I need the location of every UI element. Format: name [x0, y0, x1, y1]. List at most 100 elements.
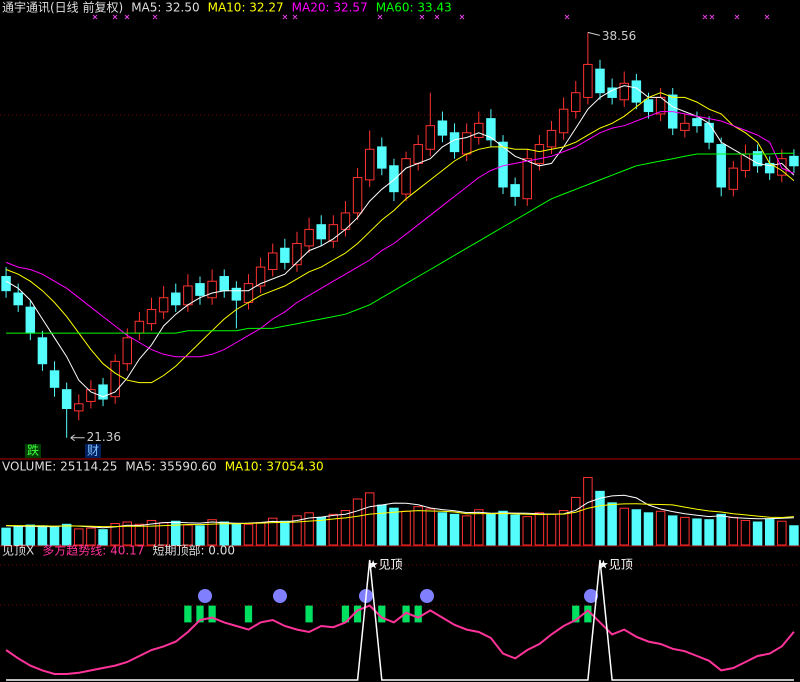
candle-body — [583, 63, 593, 98]
max-label: 38.56 — [602, 29, 636, 43]
ma-line — [6, 152, 794, 334]
signal-bar — [584, 605, 592, 623]
candle-body — [377, 146, 387, 169]
candle-body — [316, 224, 326, 240]
candle-body — [195, 283, 205, 296]
volume-bar — [777, 520, 787, 546]
volume-bar — [655, 510, 666, 546]
volume-bar — [37, 525, 48, 546]
min-pointer — [70, 434, 85, 442]
signal-bar — [378, 605, 386, 623]
candle-body — [110, 360, 120, 398]
volume-bar — [316, 516, 326, 546]
volume-bar — [389, 507, 399, 546]
volume-bar — [413, 506, 423, 546]
ma-line — [5, 92, 795, 384]
candle-body — [643, 99, 654, 113]
candle-body — [752, 151, 763, 167]
legend-entry: MA20: 32.57 — [292, 1, 368, 15]
volume-bar — [704, 519, 714, 546]
signal-crosses — [92, 14, 770, 20]
volume-bar — [486, 513, 496, 546]
badge-box — [85, 444, 101, 458]
candle-body — [449, 132, 460, 153]
candle-body — [558, 108, 569, 134]
volume-bar — [13, 526, 23, 546]
volume-bar — [498, 510, 508, 546]
candle-body — [267, 252, 278, 270]
candle-body — [486, 118, 496, 141]
signal-bar — [572, 605, 580, 623]
volume-bar — [231, 523, 242, 546]
candle-body — [74, 403, 84, 412]
volume-bar — [716, 513, 726, 546]
candle-body — [255, 266, 266, 287]
volume-bar — [110, 523, 120, 546]
max-pointer — [587, 31, 601, 36]
volume-bar — [134, 523, 145, 546]
candle-body — [98, 384, 108, 400]
signal-bar — [184, 605, 192, 623]
legend-entry: 多方趋势线: 40.17 — [42, 543, 144, 558]
signal-bar — [196, 605, 204, 623]
legend-entry: 短期顶部: 0.00 — [152, 543, 235, 558]
face-icon — [420, 589, 434, 603]
candle-body — [171, 292, 181, 306]
volume-ma-line — [6, 503, 794, 528]
indicator-line — [6, 559, 794, 681]
volume-bar — [607, 502, 617, 546]
volume-bar — [595, 490, 605, 546]
volume-bar — [631, 509, 642, 546]
ma-line — [5, 85, 795, 398]
volume-bar — [522, 516, 533, 546]
candle-body — [207, 280, 217, 299]
top-annotation: ★见顶 — [598, 558, 633, 572]
candle-body — [595, 68, 605, 94]
candle-body — [716, 144, 726, 188]
candle-body — [364, 148, 375, 181]
candle-body — [61, 389, 72, 410]
candle-body — [25, 306, 36, 334]
candle-body — [146, 309, 157, 325]
volume-bar — [86, 527, 96, 546]
badge: 跌 — [27, 443, 39, 458]
candle-body — [280, 247, 290, 263]
badge: 财 — [87, 444, 99, 458]
volume-bar — [377, 504, 387, 546]
signal-bar — [208, 605, 216, 623]
volume-bar — [74, 528, 84, 546]
candle-body — [122, 337, 133, 365]
signal-bar — [305, 605, 313, 623]
min-label: 21.36 — [87, 430, 121, 444]
volume-bar — [1, 527, 11, 546]
signal-bar — [341, 605, 350, 623]
volume-bar — [510, 514, 520, 546]
volume-bar — [692, 518, 702, 546]
candle-body — [546, 129, 557, 148]
candle-body — [425, 125, 436, 150]
candle-body — [704, 122, 714, 143]
candle-body — [219, 276, 229, 292]
candle-body — [510, 184, 520, 197]
face-icon — [198, 589, 212, 603]
candle-body — [534, 144, 545, 164]
volume-bar — [195, 525, 205, 546]
candle-body — [789, 155, 799, 167]
face-icon — [273, 589, 287, 603]
volume-bar — [364, 492, 375, 546]
candle-body — [571, 92, 581, 113]
signal-bar — [414, 605, 422, 623]
volume-bar — [98, 529, 108, 546]
volume-bar — [534, 512, 545, 546]
candle-body — [474, 122, 484, 138]
candle-body — [292, 243, 302, 266]
volume-bar — [401, 510, 411, 546]
candle-body — [243, 283, 254, 303]
panel-title: 见顶X — [2, 544, 34, 558]
volume-bar — [146, 519, 157, 546]
volume-bar — [752, 521, 763, 546]
badge-box — [25, 444, 41, 458]
candle-body — [522, 158, 533, 200]
volume-bar — [643, 512, 654, 546]
volume-bar — [680, 516, 690, 546]
